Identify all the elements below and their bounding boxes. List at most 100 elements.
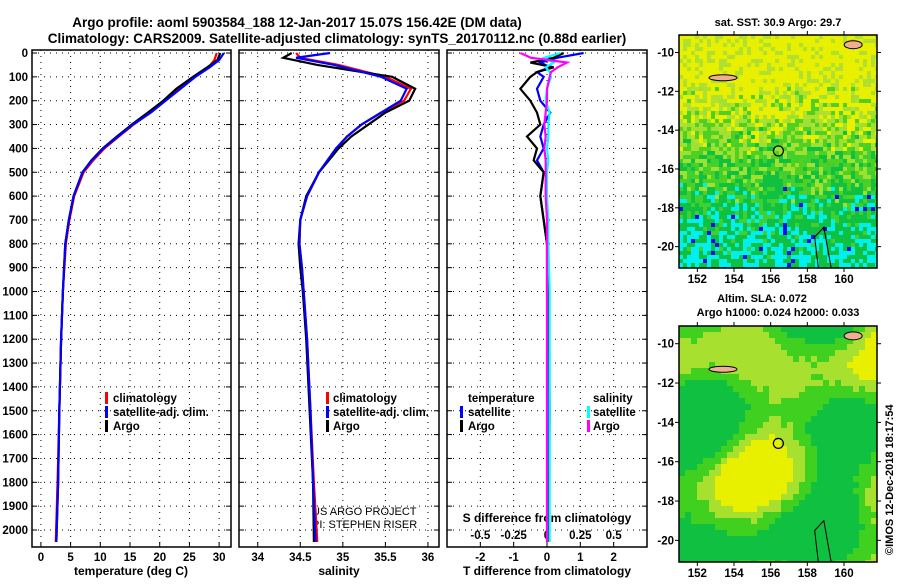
map-cell: [855, 223, 859, 227]
map-cell: [711, 219, 715, 223]
map-cell: [733, 362, 739, 368]
map-cell: [679, 195, 683, 199]
map-cell: [851, 171, 855, 175]
series-line-satellite-adj-clim-: [295, 51, 409, 542]
map-cell: [823, 512, 829, 518]
map-cell: [807, 79, 811, 83]
map-cell: [755, 231, 759, 235]
map-cell: [875, 171, 877, 175]
map-cell: [767, 251, 771, 255]
map-cell: [781, 416, 787, 422]
map-cell: [799, 392, 805, 398]
map-cell: [727, 111, 731, 115]
map-cell: [859, 159, 863, 163]
map-cell: [727, 506, 733, 512]
map-cell: [805, 458, 811, 464]
map-cell: [811, 83, 815, 87]
map-cell: [843, 67, 847, 71]
map-cell: [721, 488, 727, 494]
map-cell: [843, 235, 847, 239]
map-cell: [723, 167, 727, 171]
map-cell: [851, 35, 855, 39]
map-cell: [769, 536, 775, 542]
map-cell: [839, 47, 843, 51]
map-cell: [709, 488, 715, 494]
map-cell: [751, 251, 755, 255]
map-cell: [715, 99, 719, 103]
map-cell: [771, 71, 775, 75]
map-cell: [831, 59, 835, 63]
map-cell: [853, 422, 859, 428]
map-cell: [723, 123, 727, 127]
map-cell: [775, 326, 781, 332]
map-cell: [799, 139, 803, 143]
map-cell: [831, 203, 835, 207]
map-cell: [715, 239, 719, 243]
map-cell: [735, 203, 739, 207]
map-cell: [851, 259, 855, 263]
map-cell: [751, 464, 757, 470]
map-cell: [817, 500, 823, 506]
map-cell: [827, 159, 831, 163]
map-cell: [823, 476, 829, 482]
map-cell: [709, 380, 715, 386]
map-cell: [867, 75, 871, 79]
map-cell: [811, 55, 815, 59]
map-cell: [859, 428, 865, 434]
map-cell: [699, 51, 703, 55]
map-cell: [871, 207, 875, 211]
map-cell: [735, 107, 739, 111]
map-cell: [819, 59, 823, 63]
map-cell: [867, 227, 871, 231]
lon-tick-label: 152: [688, 274, 707, 286]
map-cell: [735, 79, 739, 83]
map-cell: [711, 231, 715, 235]
map-cell: [775, 422, 781, 428]
map-cell: [707, 155, 711, 159]
map-cell: [771, 203, 775, 207]
map-cell: [679, 416, 685, 422]
map-cell: [743, 71, 747, 75]
map-cell: [827, 111, 831, 115]
map-cell: [779, 131, 783, 135]
map-cell: [791, 79, 795, 83]
map-cell: [733, 332, 739, 338]
map-cell: [787, 215, 791, 219]
map-cell: [859, 167, 863, 171]
map-cell: [815, 99, 819, 103]
map-cell: [685, 344, 691, 350]
map-cell: [711, 139, 715, 143]
map-cell: [711, 263, 715, 267]
map-cell: [679, 500, 685, 506]
map-cell: [841, 500, 847, 506]
map-cell: [823, 87, 827, 91]
map-cell: [739, 374, 745, 380]
map-cell: [719, 179, 723, 183]
map-cell: [841, 512, 847, 518]
map-cell: [795, 235, 799, 239]
map-cell: [791, 55, 795, 59]
map-cell: [767, 147, 771, 151]
map-cell: [835, 247, 839, 251]
map-cell: [745, 362, 751, 368]
map-cell: [679, 506, 685, 512]
map-cell: [745, 410, 751, 416]
map-cell: [743, 235, 747, 239]
map-cell: [823, 440, 829, 446]
map-cell: [799, 530, 805, 536]
map-cell: [805, 362, 811, 368]
map-cell: [739, 263, 743, 267]
map-cell: [743, 195, 747, 199]
map-cell: [807, 115, 811, 119]
map-cell: [703, 259, 707, 263]
map-cell: [823, 107, 827, 111]
map-cell: [831, 39, 835, 43]
map-cell: [839, 115, 843, 119]
map-cell: [735, 43, 739, 47]
map-cell: [781, 368, 787, 374]
map-cell: [683, 251, 687, 255]
map-cell: [817, 392, 823, 398]
map-cell: [775, 464, 781, 470]
legend-label: Argo: [593, 421, 620, 433]
map-cell: [779, 167, 783, 171]
